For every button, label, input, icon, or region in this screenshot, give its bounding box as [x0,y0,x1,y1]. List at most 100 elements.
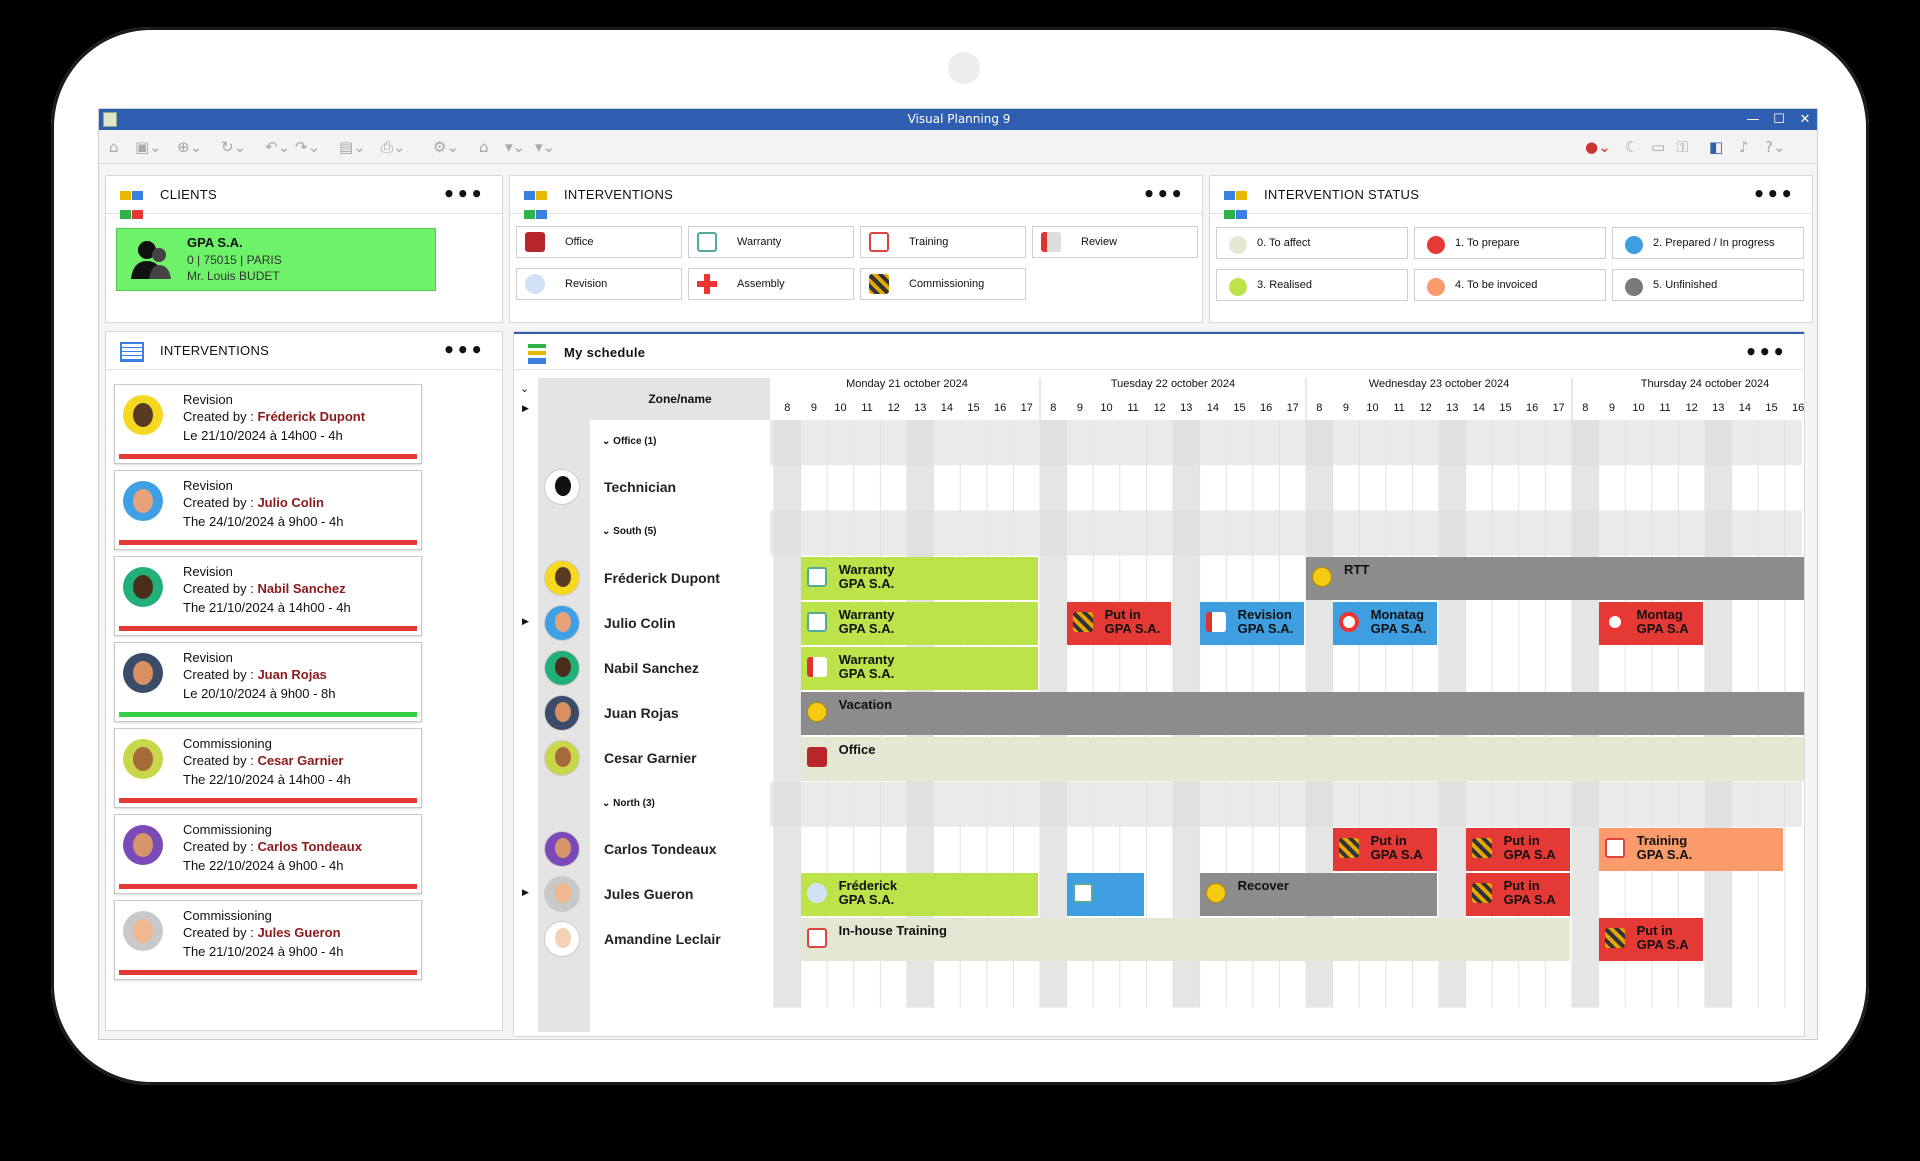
intervention-card[interactable]: Revision Created by : Fréderick Dupont L… [114,384,422,464]
type-training-button[interactable]: Training [860,226,1026,258]
status-menu-button[interactable]: ••• [1752,182,1794,206]
intervention-types-menu-button[interactable]: ••• [1142,182,1184,206]
undo-icon[interactable]: ↶⌄ [265,138,291,156]
schedule-event[interactable]: Put in GPA S.A [1598,918,1703,962]
schedule-event[interactable]: Warranty GPA S.A. [800,601,1038,645]
add-icon[interactable]: ⊕⌄ [177,138,203,156]
day-header: Monday 21 october 2024 [846,378,968,390]
person-name[interactable]: Technician [604,479,677,496]
notification-icon[interactable]: ♪ [1739,138,1749,156]
schedule-event[interactable]: Put in GPA S.A. [1066,601,1171,645]
person-name[interactable]: Nabil Sanchez [604,660,699,676]
schedule-event[interactable]: Training GPA S.A. [1598,827,1783,871]
print-icon[interactable]: ⎙⌄ [381,138,406,156]
new-window-icon[interactable]: ▣⌄ [135,138,162,156]
type-commissioning-button[interactable]: Commissioning [860,268,1026,300]
person-name[interactable]: Carlos Tondeaux [604,840,717,857]
person-name[interactable]: Juan Rojas [604,705,679,722]
settings-icon[interactable]: ⚙⌄ [433,138,460,156]
barrier-icon [1471,837,1492,858]
collapse-all-icon[interactable]: ⌄ [520,382,530,395]
status-realised[interactable]: 3. Realised [1216,269,1408,301]
type-assembly-button[interactable]: Assembly [688,268,854,300]
chevron-down-icon[interactable]: ⌄ [602,436,611,447]
interventions-list-menu-button[interactable]: ••• [442,338,484,362]
intervention-card[interactable]: Commissioning Created by : Carlos Tondea… [114,814,422,894]
image-icon[interactable]: ▤⌄ [339,138,366,156]
row-expand-icon[interactable]: ▶ [522,888,529,898]
intervention-card[interactable]: Commissioning Created by : Cesar Garnier… [114,728,422,808]
type-revision-button[interactable]: Revision [516,268,682,300]
status-prepared[interactable]: 2. Prepared / In progress [1612,227,1804,259]
status-to-affect[interactable]: 0. To affect [1216,227,1408,259]
chevron-down-icon[interactable]: ⌄ [602,797,611,809]
filter-advanced-icon[interactable]: ▾⌄ [535,138,556,156]
technician-avatar [123,911,163,951]
hour-label: 11 [1127,402,1139,414]
status-panel-title: INTERVENTION STATUS [1264,187,1420,202]
status-to-prepare[interactable]: 1. To prepare [1414,227,1606,259]
language-flag-icon[interactable]: ●⌄ [1585,138,1611,156]
group-row-label[interactable]: ⌄ Office (1) [602,436,657,447]
clients-menu-button[interactable]: ••• [442,182,484,206]
maximize-button[interactable]: ☐ [1773,112,1785,127]
chevron-down-icon[interactable]: ⌄ [602,526,611,538]
group-row-label[interactable]: ⌄ South (5) [602,526,657,538]
schedule-event[interactable]: Put in GPA S.A [1465,827,1570,871]
card-type: Revision [183,650,233,665]
intervention-card[interactable]: Commissioning Created by : Jules Gueron … [114,900,422,980]
client-card[interactable]: GPA S.A. 0 | 75015 | PARIS Mr. Louis BUD… [116,228,436,291]
person-name[interactable]: Jules Gueron [604,886,694,902]
interventions-list-panel: INTERVENTIONS ••• Revision Created by : … [105,331,503,1031]
person-name[interactable]: Julio Colin [604,614,676,631]
status-unfinished[interactable]: 5. Unfinished [1612,269,1804,301]
group-row-label[interactable]: ⌄ North (3) [602,797,655,809]
intervention-card[interactable]: Revision Created by : Juan Rojas Le 20/1… [114,642,422,722]
chat-icon[interactable]: ◧ [1709,138,1724,156]
card-datetime: The 22/10/2024 à 9h00 - 4h [183,858,344,873]
filter-icon[interactable]: ▾⌄ [505,138,526,156]
redo-icon[interactable]: ↷⌄ [295,138,321,156]
night-mode-icon[interactable]: ☾ [1625,138,1639,156]
expand-arrow-icon[interactable]: ▶ [522,404,529,414]
schedule-event[interactable]: Vacation [800,692,1804,736]
person-name[interactable]: Amandine Leclair [604,931,721,948]
refresh-icon[interactable]: ↻⌄ [221,138,247,156]
schedule-event[interactable]: Fréderick GPA S.A. [800,873,1038,917]
hour-label: 10 [1366,402,1379,414]
schedule-event[interactable]: Recover [1199,873,1437,917]
building-icon[interactable]: ⌂ [479,138,489,156]
person-name[interactable]: Cesar Garnier [604,750,697,767]
lifebuoy-icon [1604,611,1625,632]
intervention-card[interactable]: Revision Created by : Julio Colin The 24… [114,470,422,550]
schedule-event[interactable]: Warranty GPA S.A. [800,647,1038,691]
schedule-event[interactable]: In-house Training [800,918,1570,962]
schedule-event[interactable]: Montag GPA S.A [1598,601,1703,645]
zone-name-header[interactable]: Zone/name [590,378,770,420]
help-icon[interactable]: ?⌄ [1765,138,1786,156]
schedule-event[interactable]: RTT [1306,556,1804,600]
person-name[interactable]: Fréderick Dupont [604,569,720,586]
schedule-event[interactable] [1066,873,1145,917]
schedule-event[interactable]: Put in GPA S.A [1332,827,1437,871]
type-warranty-button[interactable]: Warranty [688,226,854,258]
minimize-button[interactable]: — [1746,112,1760,127]
type-review-button[interactable]: Review [1032,226,1198,258]
layout-icon[interactable]: ▭ [1651,138,1666,156]
clients-panel-title: CLIENTS [160,187,218,202]
schedule-event[interactable]: Revision GPA S.A. [1199,601,1304,645]
row-expand-icon[interactable]: ▶ [522,616,529,627]
schedule-event[interactable]: Put in GPA S.A [1465,873,1570,917]
home-icon[interactable]: ⌂ [109,138,119,156]
schedule-event[interactable]: Warranty GPA S.A. [800,556,1038,600]
schedule-menu-button[interactable]: ••• [1744,340,1786,364]
schedule-icon [528,344,546,364]
key-icon[interactable]: ⚿ [1677,138,1689,156]
schedule-event[interactable]: Monatag GPA S.A. [1332,601,1437,645]
hour-label: 8 [1316,402,1323,414]
type-office-button[interactable]: Office [516,226,682,258]
schedule-event[interactable]: Office [800,737,1804,781]
close-button[interactable]: ✕ [1799,112,1811,127]
intervention-card[interactable]: Revision Created by : Nabil Sanchez The … [114,556,422,636]
status-to-be-invoiced[interactable]: 4. To be invoiced [1414,269,1606,301]
